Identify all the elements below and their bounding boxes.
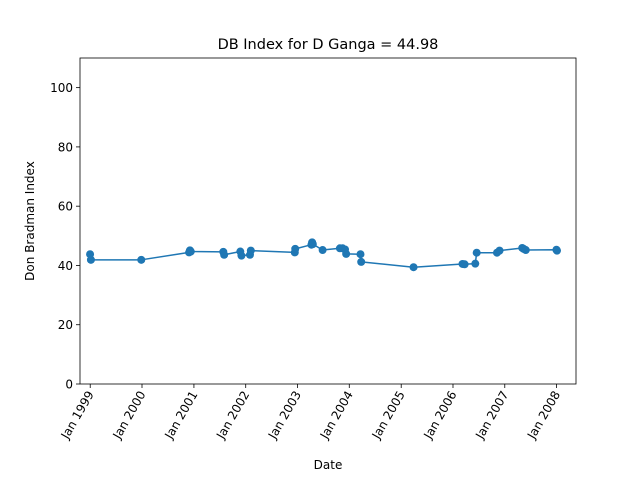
data-point [471,259,480,268]
data-point [460,260,469,269]
y-tick-label: 20 [58,318,73,332]
x-tick-label: Jan 2007 [472,389,511,443]
y-tick-label: 100 [50,81,73,95]
data-point [291,244,300,253]
x-axis-label: Date [314,458,343,472]
x-tick-label: Jan 2001 [161,389,200,443]
data-point [342,249,351,258]
data-point [521,246,530,255]
x-tick-label: Jan 2008 [524,389,563,443]
x-tick-label: Jan 2006 [421,389,460,443]
chart-title: DB Index for D Ganga = 44.98 [218,37,439,53]
x-tick-label: Jan 2004 [317,389,356,443]
y-tick-label: 80 [58,140,73,154]
data-point [409,263,418,272]
data-point [246,246,255,255]
y-axis-label: Don Bradman Index [23,161,37,281]
series-line [89,241,558,268]
x-tick-label: Jan 2002 [213,389,252,443]
data-point [356,250,365,259]
data-point [186,247,195,256]
data-point [86,255,95,264]
data-point [495,246,504,255]
data-point [552,246,561,255]
x-tick-label: Jan 2000 [110,389,149,443]
data-point [472,248,481,257]
data-point [137,255,146,264]
y-tick-label: 40 [58,259,73,273]
plot-area [79,57,577,385]
plot-frame [79,57,577,385]
x-tick-label: Jan 1999 [58,389,97,443]
data-point [220,250,229,259]
y-tick-label: 0 [65,378,73,392]
data-point [357,257,366,266]
data-point [318,246,327,255]
data-point [308,240,317,249]
x-tick-label: Jan 2005 [369,389,408,443]
x-tick-label: Jan 2003 [265,389,304,443]
y-axis: 0 20 40 60 80 100 [50,81,80,392]
x-axis: Jan 1999 Jan 2000 Jan 2001 Jan 2002 Jan 2003… [58,384,563,442]
y-tick-label: 60 [58,200,73,214]
data-point [237,251,246,260]
